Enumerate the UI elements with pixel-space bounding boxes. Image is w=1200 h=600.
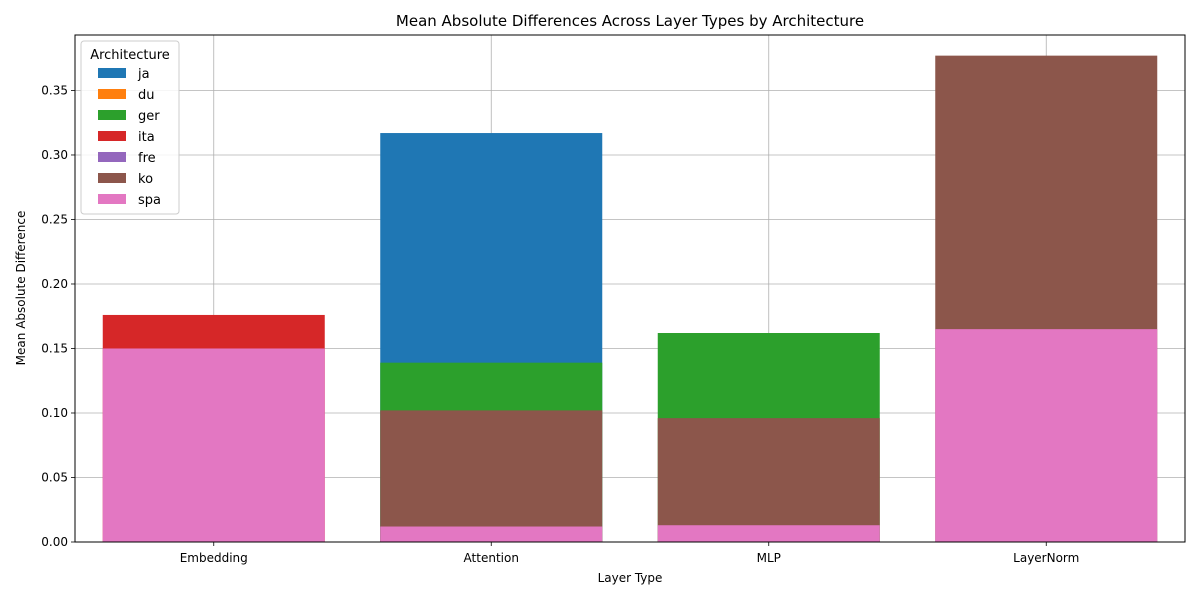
legend-frame [80,40,180,215]
legend-swatch-du [98,89,126,99]
chart-title: Mean Absolute Differences Across Layer T… [396,12,864,30]
y-tick-label: 0.35 [41,83,68,97]
y-tick-label: 0.20 [41,277,68,291]
y-tick-label: 0.15 [41,341,68,355]
legend-title: Architecture [90,48,170,63]
legend-label-ja: ja [137,67,150,82]
legend-items: ja du ger ita fre ko spa [98,67,161,208]
legend-swatch-ita [98,131,126,141]
bar-spa-attention [380,526,603,542]
y-tick-label: 0.30 [41,148,68,162]
legend-label-du: du [138,88,155,103]
plot-frame [74,34,1186,543]
legend-swatch-ger [98,110,126,120]
x-tick-label: MLP [757,551,781,565]
y-tick-label: 0.25 [41,212,68,226]
legend: Architecture ja du ger ita fre ko spa [80,40,180,215]
x-tick-label: Embedding [180,551,248,565]
legend-swatch-ko [98,173,126,183]
bar-spa-embedding [102,348,325,542]
y-tick-label: 0.00 [41,535,68,549]
x-tick-label: Attention [464,551,519,565]
legend-swatch-spa [98,194,126,204]
bar-ko-attention [380,410,603,542]
x-axis-label: Layer Type [598,571,663,585]
bar-ko-mlp [657,418,880,542]
legend-label-spa: spa [138,193,161,208]
axis-ticks: 0.00 0.05 0.10 0.15 0.20 0.25 0.30 0.35 Embeddin… [41,83,1079,565]
legend-label-fre: fre [138,151,156,166]
legend-label-ger: ger [138,109,160,124]
y-tick-label: 0.05 [41,470,68,484]
legend-swatch-fre [98,152,126,162]
bar-spa-layernorm [935,329,1158,542]
bar-spa-mlp [657,525,880,542]
legend-label-ita: ita [138,130,155,145]
legend-label-ko: ko [138,172,153,187]
legend-swatch-ja [98,68,126,78]
y-axis-label: Mean Absolute Difference [14,211,28,366]
y-tick-label: 0.10 [41,406,68,420]
bars [102,55,1158,542]
x-tick-label: LayerNorm [1013,551,1079,565]
